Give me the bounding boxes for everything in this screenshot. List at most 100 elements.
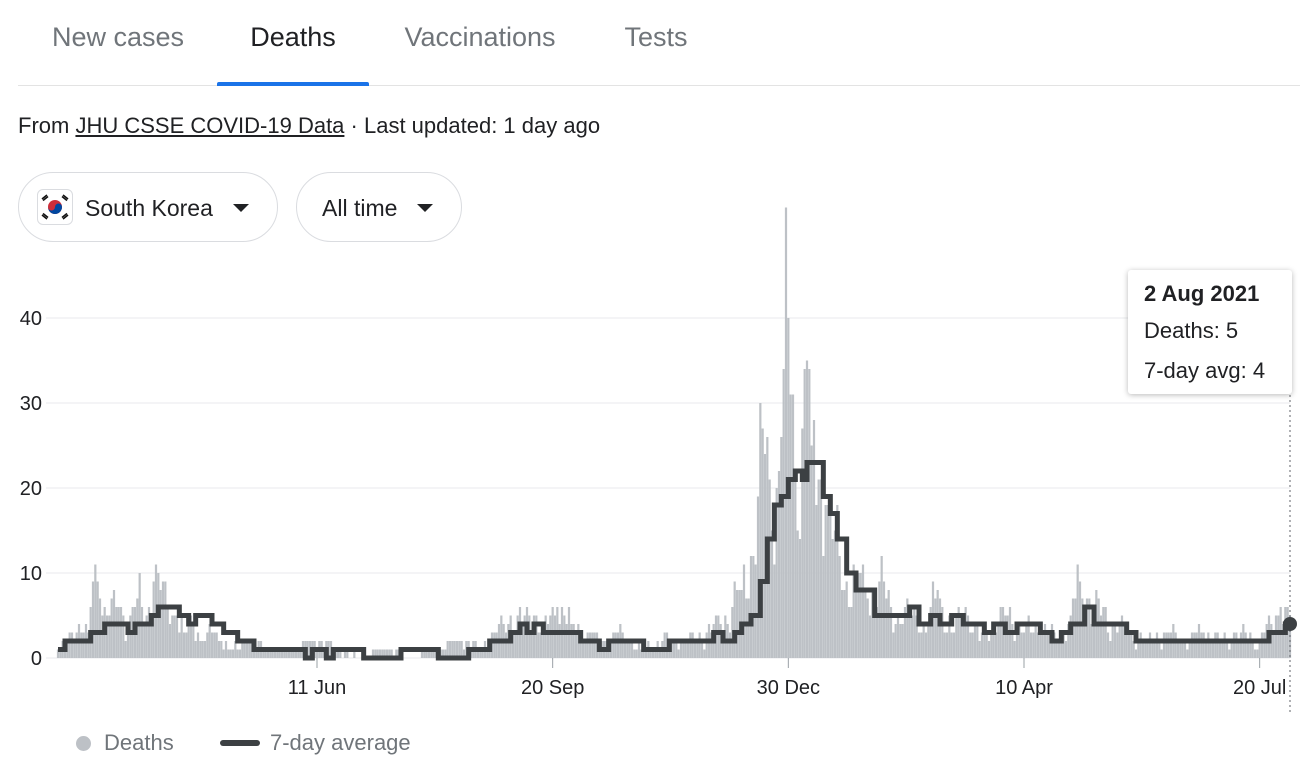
death-bar: [1193, 633, 1195, 659]
death-bar: [531, 633, 533, 659]
death-bar: [818, 480, 820, 659]
death-bar: [230, 650, 232, 659]
death-bar: [160, 590, 162, 658]
death-bar: [962, 624, 964, 658]
tooltip-avg: 7-day avg: 4: [1144, 358, 1265, 384]
death-bar: [946, 633, 948, 659]
death-bar: [615, 633, 617, 659]
death-bar: [1254, 650, 1256, 659]
death-bar: [701, 641, 703, 658]
y-tick-label: 30: [20, 393, 42, 415]
death-bar: [115, 607, 117, 658]
death-bar: [451, 641, 453, 658]
death-bar: [918, 633, 920, 659]
death-bar: [717, 616, 719, 659]
death-bar: [587, 633, 589, 659]
death-bar: [71, 633, 73, 659]
death-bar: [211, 633, 213, 659]
death-bar: [167, 607, 169, 658]
death-bar: [1105, 607, 1107, 658]
death-bar: [864, 590, 866, 658]
death-bar: [895, 624, 897, 658]
death-bar: [841, 590, 843, 658]
death-bar: [867, 599, 869, 659]
death-bar: [1133, 641, 1135, 658]
death-bar: [1109, 641, 1111, 658]
death-bar: [794, 471, 796, 658]
death-bar: [692, 633, 694, 659]
death-bar: [1035, 624, 1037, 658]
death-bar: [111, 599, 113, 659]
death-bar: [673, 641, 675, 658]
death-bar: [1277, 616, 1279, 659]
death-bar: [974, 624, 976, 658]
death-bar: [582, 641, 584, 658]
death-bar: [1186, 650, 1188, 659]
death-bar: [176, 616, 178, 659]
death-bar: [1182, 641, 1184, 658]
death-bar: [1016, 633, 1018, 659]
death-bar: [1263, 633, 1265, 659]
death-bar: [699, 633, 701, 659]
death-bar: [594, 633, 596, 659]
death-bar: [1025, 624, 1027, 658]
death-bar: [120, 607, 122, 658]
death-bar: [899, 624, 901, 658]
death-bar: [680, 641, 682, 658]
death-bar: [1056, 641, 1058, 658]
death-bar: [73, 641, 75, 658]
death-bar: [939, 599, 941, 659]
death-bar: [1273, 633, 1275, 659]
death-bar: [1079, 582, 1081, 659]
death-bar: [1102, 607, 1104, 658]
death-bar: [689, 633, 691, 659]
death-bar: [986, 633, 988, 659]
death-bar: [990, 633, 992, 659]
death-bar: [554, 616, 556, 659]
death-bar: [729, 633, 731, 659]
death-bar: [1249, 633, 1251, 659]
death-bar: [827, 505, 829, 658]
death-bar: [1151, 641, 1153, 658]
death-bar: [1226, 641, 1228, 658]
legend-deaths: Deaths: [104, 730, 174, 756]
death-bar: [1042, 633, 1044, 659]
death-bar: [745, 599, 747, 659]
death-bar: [797, 531, 799, 659]
death-bar: [202, 641, 204, 658]
y-tick-label: 0: [31, 648, 42, 670]
death-bar: [496, 633, 498, 659]
death-bar: [1224, 633, 1226, 659]
death-bar: [1112, 624, 1114, 658]
death-bar: [734, 582, 736, 659]
death-bar: [589, 633, 591, 659]
death-bar: [218, 641, 220, 658]
death-bar: [216, 633, 218, 659]
death-bar: [759, 403, 761, 658]
death-bar: [139, 573, 141, 658]
death-bar: [736, 590, 738, 658]
death-bar: [944, 633, 946, 659]
death-bar: [1189, 641, 1191, 658]
death-bar: [969, 633, 971, 659]
death-bar: [624, 641, 626, 658]
death-bar: [815, 505, 817, 658]
death-bar: [834, 531, 836, 659]
chart-tooltip: 2 Aug 2021 Deaths: 5 7-day avg: 4: [1128, 270, 1292, 394]
death-bar: [843, 590, 845, 658]
death-bar: [178, 633, 180, 659]
death-bar: [454, 641, 456, 658]
death-bar: [1114, 624, 1116, 658]
death-bar: [801, 429, 803, 659]
death-bar: [626, 641, 628, 658]
death-bar: [1021, 633, 1023, 659]
death-bar: [808, 369, 810, 658]
death-bar: [1161, 650, 1163, 659]
death-bar: [1065, 641, 1067, 658]
death-bar: [682, 641, 684, 658]
death-bar: [675, 641, 677, 658]
death-bar: [1170, 633, 1172, 659]
death-bar: [505, 633, 507, 659]
death-bar: [76, 633, 78, 659]
